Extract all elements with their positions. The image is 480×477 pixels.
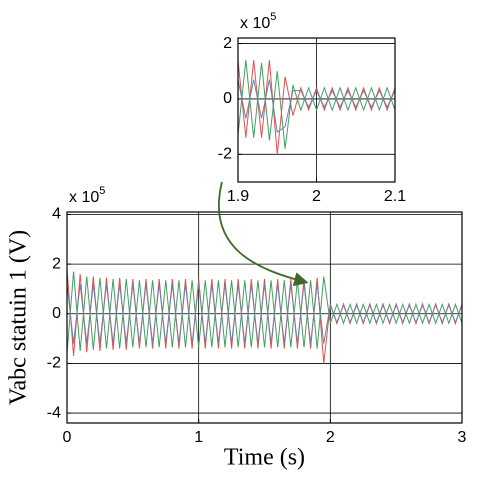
y-tick-label: -4 [47,404,61,421]
x-tick-label: 1 [194,429,203,446]
y-axis-label: Vabc statuin 1 (V) [6,230,32,405]
multiplier-text: x 10 [240,15,270,32]
y-tick-label: 2 [223,35,232,52]
signal-line [237,79,396,134]
plot-area [67,212,462,423]
signal-line [66,283,463,344]
multiplier-exponent: 5 [99,185,105,197]
x-tick-label: 0 [63,429,72,446]
plot-frame [237,37,396,183]
y-tick-label: -2 [47,355,61,372]
y-tick-label: -2 [218,146,232,163]
y-tick-label: 2 [52,255,61,272]
axis-multiplier: x 105 [69,185,105,206]
y-tick-label: 0 [223,90,232,107]
multiplier-text: x 10 [69,189,99,206]
x-tick-label: 2 [326,429,335,446]
y-tick-label: 0 [52,305,61,322]
x-tick-label: 2.1 [384,188,406,205]
zoom-arrow [217,181,309,287]
x-tick-label: 3 [458,429,467,446]
x-tick-label: 1.9 [227,188,249,205]
x-tick-label: 2 [312,188,321,205]
multiplier-exponent: 5 [270,11,276,23]
plot-frame [66,211,463,424]
signal-line [66,271,463,354]
signal-line [237,60,396,149]
x-axis-label: Time (s) [224,445,305,471]
y-tick-label: 4 [52,206,61,223]
axis-multiplier: x 105 [240,11,276,32]
